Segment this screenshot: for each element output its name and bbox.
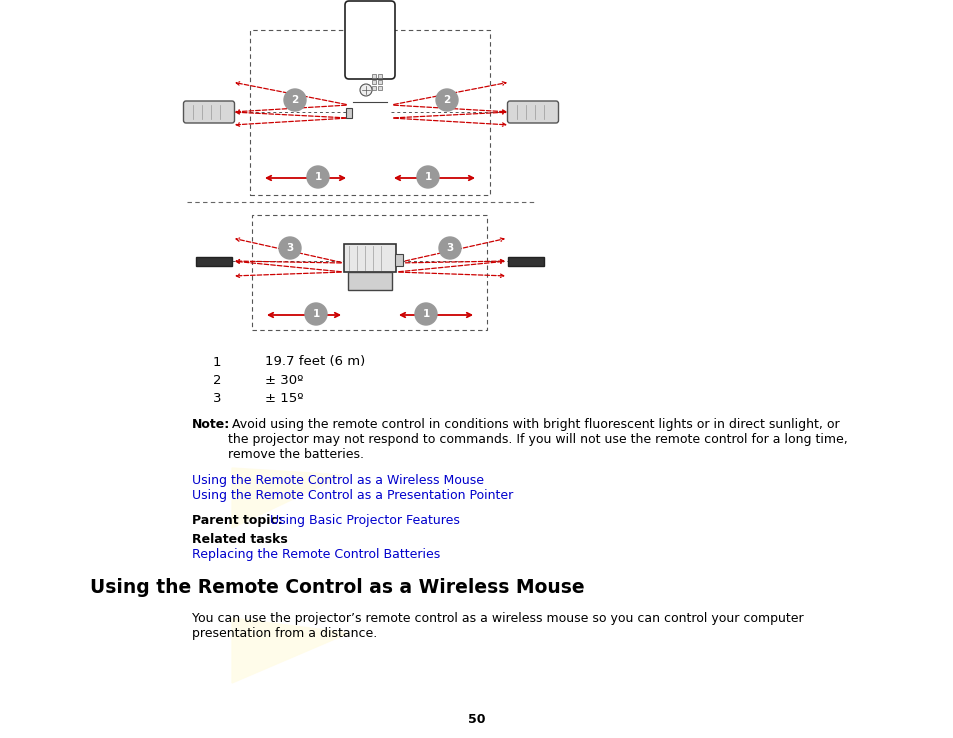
Bar (372, 86, 375, 90)
Text: ± 30º: ± 30º (265, 373, 303, 387)
Text: 19.7 feet (6 m): 19.7 feet (6 m) (265, 356, 365, 368)
Circle shape (438, 237, 460, 259)
Text: 3: 3 (286, 243, 294, 253)
Bar (252, 215, 486, 330)
Text: 2: 2 (443, 95, 450, 105)
Text: 1: 1 (213, 356, 221, 368)
Text: Parent topic:: Parent topic: (192, 514, 282, 527)
Text: Replacing the Remote Control Batteries: Replacing the Remote Control Batteries (192, 548, 439, 561)
Circle shape (416, 166, 438, 188)
Bar (377, 80, 381, 84)
Circle shape (415, 303, 436, 325)
Bar (507, 257, 543, 266)
FancyBboxPatch shape (507, 101, 558, 123)
Text: 1: 1 (424, 172, 431, 182)
FancyBboxPatch shape (183, 101, 234, 123)
Text: Note:: Note: (192, 418, 230, 431)
Bar (344, 244, 395, 272)
Text: Using the Remote Control as a Wireless Mouse: Using the Remote Control as a Wireless M… (90, 578, 584, 597)
Circle shape (305, 303, 327, 325)
FancyBboxPatch shape (345, 1, 395, 79)
Text: 1: 1 (422, 309, 429, 319)
Bar (348, 272, 392, 290)
Text: 1: 1 (314, 172, 321, 182)
Bar (377, 74, 381, 78)
Bar (346, 108, 352, 118)
Bar (195, 257, 232, 266)
Text: 3: 3 (446, 243, 453, 253)
Text: You can use the projector’s remote control as a wireless mouse so you can contro: You can use the projector’s remote contr… (192, 612, 802, 640)
Text: Avoid using the remote control in conditions with bright fluorescent lights or i: Avoid using the remote control in condit… (228, 418, 847, 461)
Text: 2: 2 (213, 373, 221, 387)
Circle shape (359, 84, 372, 96)
Circle shape (436, 89, 457, 111)
Bar (372, 80, 375, 84)
Bar (372, 74, 375, 78)
Text: 3: 3 (213, 391, 221, 404)
Text: 50: 50 (468, 713, 485, 726)
Polygon shape (232, 468, 344, 528)
Text: Using the Remote Control as a Presentation Pointer: Using the Remote Control as a Presentati… (192, 489, 513, 502)
Text: 1: 1 (312, 309, 319, 319)
Bar (377, 86, 381, 90)
Text: Related tasks: Related tasks (192, 533, 288, 546)
Bar (250, 30, 490, 195)
Circle shape (307, 166, 329, 188)
Circle shape (284, 89, 306, 111)
Text: Using the Remote Control as a Wireless Mouse: Using the Remote Control as a Wireless M… (192, 474, 483, 487)
Bar (395, 254, 402, 266)
Circle shape (278, 237, 301, 259)
Text: Using Basic Projector Features: Using Basic Projector Features (270, 514, 459, 527)
Polygon shape (232, 618, 349, 683)
Text: ± 15º: ± 15º (265, 391, 303, 404)
Text: 2: 2 (291, 95, 298, 105)
